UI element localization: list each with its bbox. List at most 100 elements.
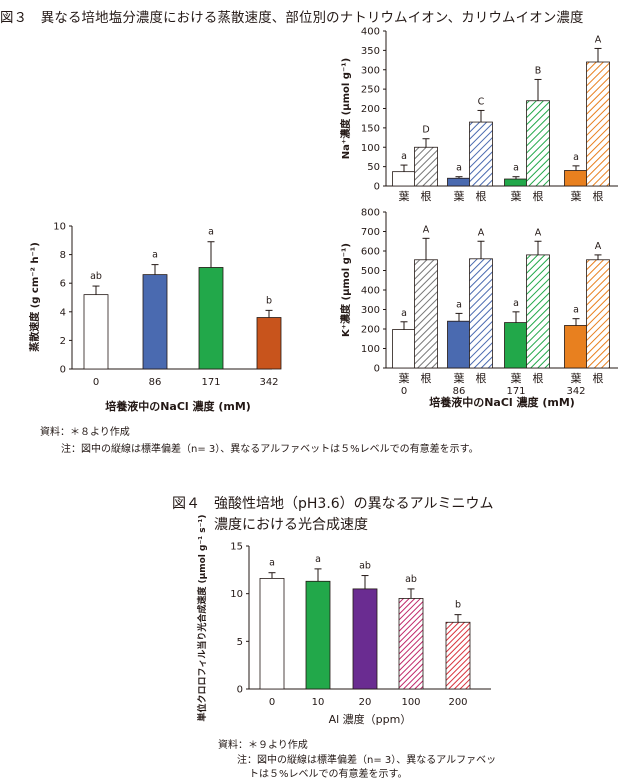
photosynthesis-x-tick-label: 100 bbox=[401, 697, 420, 708]
potassium-part-label-leaf: 葉 bbox=[511, 371, 522, 385]
sodium-part-label-leaf: 葉 bbox=[571, 189, 582, 203]
sodium-leaf-bar bbox=[392, 171, 416, 187]
photosynthesis-y-tick-label: 10 bbox=[230, 589, 243, 600]
potassium-leaf-sig-letter: a bbox=[401, 308, 407, 319]
photosynthesis-x-label: Al 濃度（ppm） bbox=[329, 712, 412, 726]
sodium-root-bar bbox=[526, 100, 550, 187]
photosynthesis-sig-letter: ab bbox=[359, 561, 371, 572]
potassium-leaf-sig-letter: a bbox=[513, 298, 519, 309]
potassium-y-tick-label: 300 bbox=[361, 305, 380, 316]
potassium-x-tick-label: 86 bbox=[453, 386, 466, 397]
sodium-leaf-sig-letter: a bbox=[456, 163, 462, 174]
photosynthesis-bar bbox=[445, 621, 471, 690]
potassium-root-bar bbox=[414, 259, 438, 369]
photosynthesis-y-tick-label: 5 bbox=[237, 637, 243, 648]
potassium-root-sig-letter: A bbox=[595, 241, 602, 252]
potassium-leaf-bar bbox=[504, 322, 528, 369]
photosynthesis-y-label: 単位クロロフィル当り光合成速度 (μmol g⁻¹ s⁻¹) bbox=[196, 515, 208, 722]
sodium-y-tick-label: 0 bbox=[374, 182, 380, 193]
potassium-part-label-leaf: 葉 bbox=[571, 371, 582, 385]
transpiration-sig-letter: ab bbox=[90, 271, 102, 282]
transpiration-x-tick-label: 171 bbox=[201, 377, 220, 388]
transpiration-x-tick-label: 342 bbox=[259, 377, 278, 388]
sodium-y-tick-label: 250 bbox=[361, 85, 380, 96]
sodium-y-tick-label: 300 bbox=[361, 65, 380, 76]
photosynthesis-x-tick-label: 20 bbox=[359, 697, 372, 708]
sodium-part-label-leaf: 葉 bbox=[511, 189, 522, 203]
sodium-part-label-root: 根 bbox=[593, 189, 604, 203]
figure3-source: 資料：＊８より作成 bbox=[40, 427, 130, 438]
photosynthesis-x-tick-label: 0 bbox=[269, 697, 275, 708]
photosynthesis-bar bbox=[352, 588, 378, 690]
potassium-y-tick-label: 500 bbox=[361, 266, 380, 277]
transpiration-x-label: 培養液中のNaCl 濃度 (mM) bbox=[105, 399, 251, 413]
figure4-title-line1: 図４ 強酸性培地（pH3.6）の異なるアルミニウム bbox=[172, 496, 494, 512]
photosynthesis-bar bbox=[259, 578, 285, 690]
potassium-x-tick-label: 171 bbox=[506, 386, 525, 397]
sodium-y-tick-label: 200 bbox=[361, 104, 380, 115]
potassium-x-label: 培養液中のNaCl 濃度 (mM) bbox=[429, 395, 575, 409]
photosynthesis-x-tick-label: 200 bbox=[448, 697, 467, 708]
sodium-leaf-sig-letter: a bbox=[401, 151, 407, 162]
figure4-note-line2: トは５%レベルでの有意差を示す。 bbox=[249, 769, 408, 780]
photosynthesis-bar bbox=[398, 598, 424, 690]
potassium-y-tick-label: 400 bbox=[361, 286, 380, 297]
sodium-root-sig-letter: B bbox=[535, 65, 542, 76]
sodium-leaf-sig-letter: a bbox=[513, 163, 519, 174]
photosynthesis-sig-letter: a bbox=[315, 554, 321, 565]
sodium-root-sig-letter: A bbox=[595, 34, 602, 45]
figure3-note: 注：図中の縦線は標準偏差（n= 3）、異なるアルファベットは５%レベルでの有意差… bbox=[61, 444, 479, 455]
potassium-root-sig-letter: A bbox=[423, 224, 430, 235]
potassium-part-label-root: 根 bbox=[593, 371, 604, 385]
potassium-leaf-bar bbox=[564, 325, 588, 369]
photosynthesis-x-tick-label: 10 bbox=[312, 697, 325, 708]
sodium-part-label-root: 根 bbox=[421, 189, 432, 203]
potassium-y-tick-label: 0 bbox=[374, 364, 380, 375]
potassium-root-sig-letter: A bbox=[478, 227, 485, 238]
figure4-source: 資料：＊９より作成 bbox=[218, 740, 308, 751]
potassium-y-tick-label: 200 bbox=[361, 325, 380, 336]
sodium-y-tick-label: 50 bbox=[367, 162, 380, 173]
sodium-y-label: Na⁺濃度 (μmol g⁻¹) bbox=[339, 58, 352, 159]
sodium-root-sig-letter: D bbox=[422, 125, 429, 136]
transpiration-bar bbox=[142, 274, 168, 370]
potassium-leaf-bar bbox=[392, 329, 416, 369]
transpiration-y-tick-label: 10 bbox=[53, 222, 66, 233]
sodium-leaf-bar bbox=[447, 177, 471, 187]
potassium-part-label-leaf: 葉 bbox=[399, 371, 410, 385]
potassium-root-bar bbox=[469, 258, 493, 369]
potassium-part-label-leaf: 葉 bbox=[454, 371, 465, 385]
sodium-root-bar bbox=[469, 121, 493, 187]
photosynthesis-bar bbox=[305, 580, 331, 690]
potassium-x-tick-label: 342 bbox=[566, 386, 585, 397]
potassium-part-label-root: 根 bbox=[476, 371, 487, 385]
potassium-x-tick-label: 0 bbox=[401, 386, 407, 397]
potassium-y-label: K⁺濃度 (μmol g⁻¹) bbox=[339, 243, 352, 337]
transpiration-bar bbox=[256, 317, 282, 370]
potassium-y-tick-label: 800 bbox=[361, 208, 380, 219]
sodium-part-label-leaf: 葉 bbox=[399, 189, 410, 203]
potassium-leaf-sig-letter: a bbox=[456, 299, 462, 310]
sodium-y-tick-label: 100 bbox=[361, 143, 380, 154]
potassium-y-tick-label: 700 bbox=[361, 227, 380, 238]
photosynthesis-y-tick-label: 15 bbox=[230, 542, 243, 553]
transpiration-y-label: 蒸散速度 (g cm⁻² h⁻¹) bbox=[28, 242, 41, 352]
photosynthesis-sig-letter: a bbox=[269, 558, 275, 569]
sodium-part-label-root: 根 bbox=[476, 189, 487, 203]
sodium-y-tick-label: 400 bbox=[361, 27, 380, 38]
potassium-root-bar bbox=[526, 254, 550, 369]
potassium-root-sig-letter: A bbox=[535, 227, 542, 238]
sodium-part-label-root: 根 bbox=[533, 189, 544, 203]
transpiration-y-tick-label: 4 bbox=[60, 307, 66, 318]
sodium-leaf-bar bbox=[504, 178, 528, 187]
sodium-root-bar bbox=[586, 61, 610, 187]
potassium-root-bar bbox=[586, 259, 610, 369]
transpiration-sig-letter: a bbox=[208, 227, 214, 238]
transpiration-sig-letter: b bbox=[266, 295, 272, 306]
potassium-leaf-bar bbox=[447, 320, 471, 369]
figure4-note-line1: 注：図中の縦線は標準偏差（n= 3）、異なるアルファベッ bbox=[237, 755, 497, 766]
sodium-root-bar bbox=[414, 146, 438, 187]
sodium-y-tick-label: 150 bbox=[361, 123, 380, 134]
transpiration-y-tick-label: 0 bbox=[60, 365, 66, 376]
